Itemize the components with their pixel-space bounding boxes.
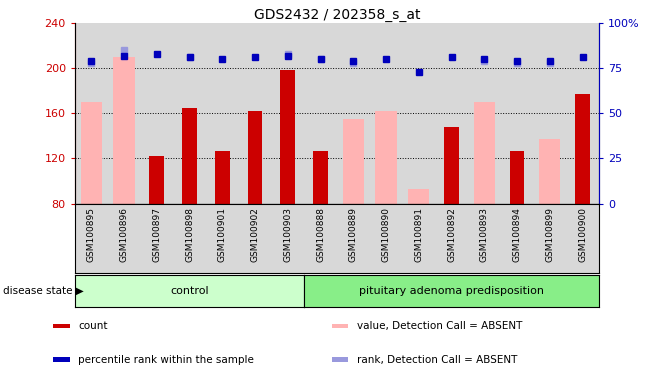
Text: GSM100892: GSM100892 xyxy=(447,207,456,262)
Text: GSM100895: GSM100895 xyxy=(87,207,96,262)
Text: rank, Detection Call = ABSENT: rank, Detection Call = ABSENT xyxy=(357,355,517,365)
Text: GSM100889: GSM100889 xyxy=(349,207,358,262)
Bar xyxy=(113,57,135,204)
Bar xyxy=(247,111,262,204)
Text: GSM100894: GSM100894 xyxy=(512,207,521,262)
Bar xyxy=(149,156,164,204)
Bar xyxy=(376,111,396,204)
Text: percentile rank within the sample: percentile rank within the sample xyxy=(79,355,255,365)
Title: GDS2432 / 202358_s_at: GDS2432 / 202358_s_at xyxy=(254,8,420,22)
Bar xyxy=(474,102,495,204)
Text: GSM100888: GSM100888 xyxy=(316,207,325,262)
Text: GSM100903: GSM100903 xyxy=(283,207,292,262)
Bar xyxy=(342,119,364,204)
Text: GSM100890: GSM100890 xyxy=(381,207,391,262)
Bar xyxy=(539,139,561,204)
Bar xyxy=(53,358,70,362)
Text: value, Detection Call = ABSENT: value, Detection Call = ABSENT xyxy=(357,321,522,331)
Bar xyxy=(408,189,430,204)
Text: GSM100893: GSM100893 xyxy=(480,207,489,262)
Bar xyxy=(332,358,348,362)
Bar xyxy=(182,108,197,204)
Bar xyxy=(281,70,295,204)
Bar xyxy=(53,323,70,328)
Bar xyxy=(575,94,590,204)
Bar xyxy=(444,127,459,204)
Text: GSM100891: GSM100891 xyxy=(414,207,423,262)
Bar xyxy=(332,323,348,328)
Text: pituitary adenoma predisposition: pituitary adenoma predisposition xyxy=(359,286,544,296)
Text: GSM100898: GSM100898 xyxy=(185,207,194,262)
Text: GSM100897: GSM100897 xyxy=(152,207,161,262)
Bar xyxy=(215,151,230,204)
Bar xyxy=(510,151,525,204)
Text: GSM100900: GSM100900 xyxy=(578,207,587,262)
Text: GSM100896: GSM100896 xyxy=(120,207,128,262)
Text: GSM100899: GSM100899 xyxy=(546,207,554,262)
Bar xyxy=(313,151,328,204)
Text: GSM100901: GSM100901 xyxy=(217,207,227,262)
Text: control: control xyxy=(170,286,209,296)
Text: count: count xyxy=(79,321,108,331)
Text: GSM100902: GSM100902 xyxy=(251,207,260,262)
Bar xyxy=(81,102,102,204)
Text: disease state ▶: disease state ▶ xyxy=(3,286,84,296)
